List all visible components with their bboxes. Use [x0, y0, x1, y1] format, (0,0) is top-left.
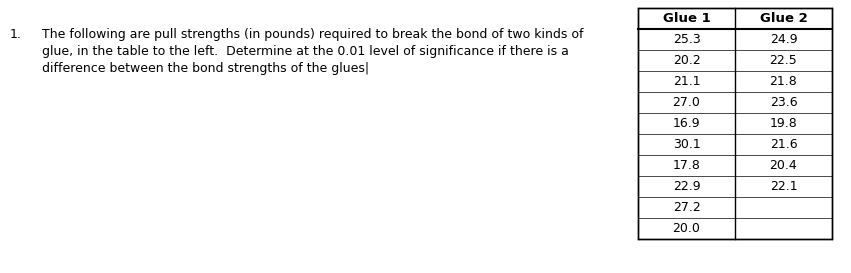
Text: 21.6: 21.6 [769, 138, 797, 151]
Text: 23.6: 23.6 [769, 96, 797, 109]
Text: 24.9: 24.9 [769, 33, 797, 46]
Text: glue, in the table to the left.  Determine at the 0.01 level of significance if : glue, in the table to the left. Determin… [42, 45, 568, 58]
Text: 21.1: 21.1 [672, 75, 700, 88]
Text: difference between the bond strengths of the glues|: difference between the bond strengths of… [42, 62, 369, 75]
Text: 27.2: 27.2 [672, 201, 700, 214]
Text: 1.: 1. [10, 28, 22, 41]
Text: 17.8: 17.8 [672, 159, 700, 172]
Text: 20.0: 20.0 [672, 222, 700, 235]
Text: 19.8: 19.8 [769, 117, 797, 130]
Text: 22.5: 22.5 [769, 54, 797, 67]
Text: 20.4: 20.4 [769, 159, 797, 172]
Text: 22.9: 22.9 [672, 180, 700, 193]
Text: 21.8: 21.8 [769, 75, 797, 88]
Text: 16.9: 16.9 [672, 117, 700, 130]
Text: 20.2: 20.2 [672, 54, 700, 67]
Text: 25.3: 25.3 [672, 33, 700, 46]
Bar [638, 8, 832, 239]
Text: 27.0: 27.0 [672, 96, 700, 109]
Text: The following are pull strengths (in pounds) required to break the bond of two k: The following are pull strengths (in pou… [42, 28, 584, 41]
Text: 30.1: 30.1 [672, 138, 700, 151]
Text: Glue 2: Glue 2 [760, 12, 808, 25]
Text: Glue 1: Glue 1 [663, 12, 711, 25]
Text: 22.1: 22.1 [769, 180, 797, 193]
